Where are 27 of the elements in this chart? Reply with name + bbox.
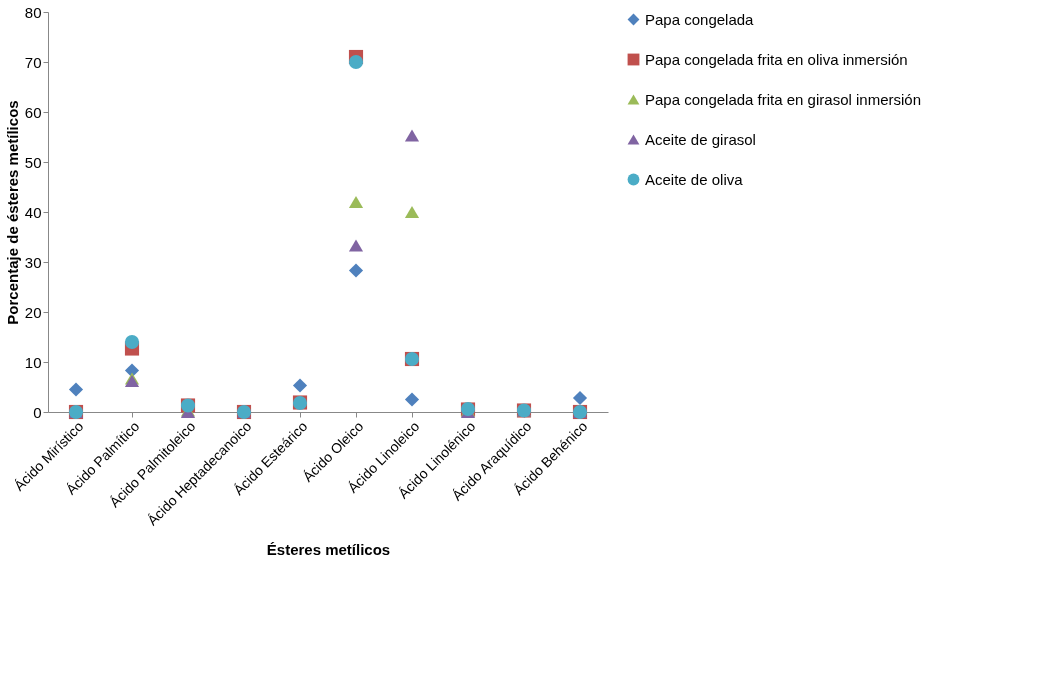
point — [404, 129, 420, 142]
y-tick-label: 30 — [24, 253, 42, 271]
point — [404, 205, 420, 219]
point — [348, 263, 364, 278]
y-tick-label: 50 — [24, 153, 42, 171]
y-axis-title: Porcentaje de ésteres metílicos — [3, 100, 21, 325]
legend-label: Papa congelada frita en oliva inmersión — [645, 50, 908, 68]
y-tick-label: 80 — [24, 3, 42, 21]
x-axis-title: Ésteres metílicos — [266, 541, 391, 559]
y-tick-label: 60 — [24, 103, 42, 121]
point — [124, 334, 140, 350]
point — [404, 392, 420, 407]
y-tick-label: 20 — [24, 303, 42, 321]
legend-label: Papa congelada — [645, 10, 755, 28]
y-tick-label: 10 — [24, 353, 42, 371]
point — [348, 195, 364, 209]
y-tick-label: 70 — [24, 53, 42, 71]
point — [68, 382, 84, 397]
legend-label: Papa congelada frita en girasol inmersión — [645, 90, 921, 108]
legend-label: Aceite de oliva — [645, 170, 744, 188]
point — [292, 378, 308, 393]
legend-label: Aceite de girasol — [645, 130, 756, 148]
point — [572, 390, 588, 406]
y-tick-label: 40 — [24, 203, 42, 221]
point — [348, 54, 364, 70]
y-tick-label: 0 — [33, 403, 42, 421]
point — [348, 239, 364, 252]
